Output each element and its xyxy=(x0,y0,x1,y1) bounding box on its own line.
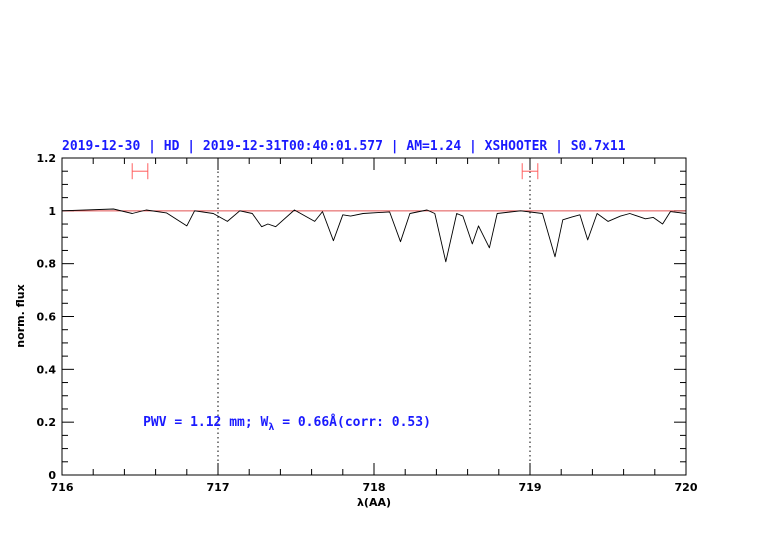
y-tick-label: 0 xyxy=(48,469,56,482)
y-tick-label: 1.2 xyxy=(37,152,57,165)
y-tick-label: 0.2 xyxy=(37,416,57,429)
x-tick-label: 716 xyxy=(51,481,74,494)
x-tick-label: 719 xyxy=(519,481,542,494)
x-tick-label: 718 xyxy=(363,481,386,494)
x-axis-label: λ(AA) xyxy=(357,496,391,509)
y-tick-label: 0.8 xyxy=(37,258,57,271)
x-tick-label: 717 xyxy=(207,481,230,494)
annotation: PWV = 1.12 mm; Wλ = 0.66Å(corr: 0.53) xyxy=(143,414,431,433)
y-tick-label: 0.4 xyxy=(37,363,57,376)
x-tick-label: 720 xyxy=(675,481,698,494)
y-tick-label: 0.6 xyxy=(37,311,57,324)
y-tick-label: 1 xyxy=(48,205,56,218)
plot-frame xyxy=(61,157,687,476)
spectrum-line xyxy=(61,208,687,263)
y-axis-label: norm. flux xyxy=(14,284,27,347)
chart-title: 2019-12-30 | HD | 2019-12-31T00:40:01.57… xyxy=(62,139,626,154)
